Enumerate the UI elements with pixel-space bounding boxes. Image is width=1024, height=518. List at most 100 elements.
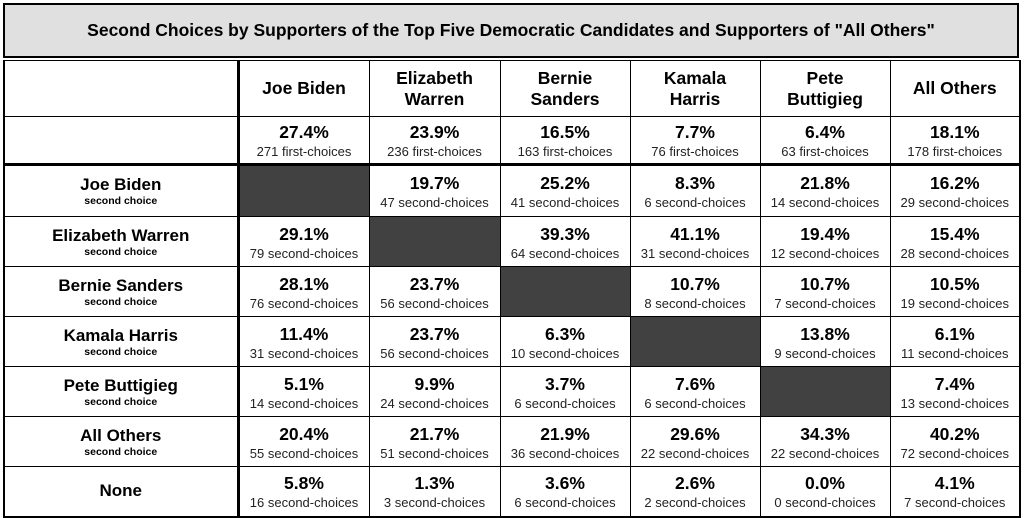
data-cell: 7.4% 13 second-choices: [889, 366, 1021, 417]
second-choice-table: Joe Biden Elizabeth Warren Bernie Sanders K…: [3, 60, 1021, 518]
second-choice-pct: 2.6%: [675, 473, 715, 494]
data-cell: 19.7% 47 second-choices: [368, 163, 501, 217]
blocked-cell: [368, 216, 501, 267]
header-row: Joe Biden Elizabeth Warren Bernie Sanders K…: [3, 60, 1021, 117]
data-cell: 5.1% 14 second-choices: [237, 366, 370, 417]
data-cell: 4.1% 7 second-choices: [889, 466, 1021, 518]
column-name: Elizabeth Warren: [396, 67, 473, 109]
column-name: Bernie Sanders: [530, 67, 600, 109]
second-choice-pct: 23.7%: [409, 273, 460, 294]
second-choice-pct: 11.4%: [279, 323, 329, 344]
second-choice-pct: 21.7%: [409, 423, 460, 444]
second-choice-pct: 19.7%: [409, 173, 460, 193]
second-choice-pct: 39.3%: [540, 223, 590, 244]
second-choice-count: 6 second-choices: [514, 495, 616, 511]
row-subtitle: second choice: [84, 295, 158, 308]
first-choice-count: 236 first-choices: [387, 144, 482, 159]
second-choice-pct: 4.1%: [934, 473, 975, 494]
second-choice-count: 76 second-choices: [249, 295, 359, 311]
row-header-none: None: [3, 466, 240, 518]
data-cell: 6.1% 11 second-choices: [889, 316, 1021, 367]
second-choice-count: 55 second-choices: [249, 445, 359, 461]
second-choice-pct: 29.1%: [279, 223, 329, 244]
second-choice-count: 11 second-choices: [901, 345, 1009, 361]
second-choice-pct: 20.4%: [279, 423, 329, 444]
second-choice-count: 29 second-choices: [900, 195, 1009, 210]
row-header-pete-buttigieg: Pete Buttigieg second choice: [3, 366, 240, 417]
data-cell: 8.3% 6 second-choices: [629, 163, 761, 217]
data-cell: 3.6% 6 second-choices: [499, 466, 631, 518]
first-choice-cell: 6.4% 63 first-choices: [759, 116, 891, 165]
row-name: Pete Buttigieg: [63, 375, 178, 395]
second-choice-pct: 34.3%: [800, 423, 850, 444]
column-name: Joe Biden: [262, 78, 346, 98]
first-choice-cell: 16.5% 163 first-choices: [499, 116, 631, 165]
second-choice-count: 24 second-choices: [380, 395, 489, 411]
row-header-elizabeth-warren: Elizabeth Warren second choice: [3, 216, 240, 267]
row-subtitle: second choice: [84, 445, 158, 458]
blocked-cell: [629, 316, 761, 367]
second-choice-count: 3 second-choices: [383, 495, 486, 511]
second-choice-count: 28 second-choices: [900, 245, 1009, 261]
column-header-kamala-harris: Kamala Harris: [629, 60, 761, 117]
second-choice-pct: 19.4%: [800, 223, 850, 244]
column-header-elizabeth-warren: Elizabeth Warren: [368, 60, 501, 117]
data-cell: 10.5% 19 second-choices: [889, 266, 1021, 317]
row-all-others: All Others second choice 20.4% 55 second-ch…: [3, 416, 1021, 467]
second-choice-pct: 9.9%: [414, 373, 455, 394]
second-choice-count: 0 second-choices: [774, 495, 876, 511]
blocked-cell: [237, 163, 370, 217]
row-name: Bernie Sanders: [58, 275, 184, 295]
second-choice-pct: 28.1%: [279, 273, 329, 294]
data-cell: 29.6% 22 second-choices: [629, 416, 761, 467]
second-choice-pct: 23.7%: [409, 323, 460, 344]
second-choice-pct: 7.6%: [675, 373, 715, 394]
second-choice-pct: 16.2%: [929, 173, 980, 193]
row-subtitle: second choice: [84, 395, 158, 408]
second-choice-count: 72 second-choices: [900, 445, 1009, 461]
first-choice-count: 163 first-choices: [517, 144, 613, 159]
row-subtitle: second choice: [84, 345, 158, 358]
row-header-all-others: All Others second choice: [3, 416, 240, 467]
blocked-cell: [499, 266, 631, 317]
second-choice-count: 56 second-choices: [380, 295, 489, 311]
first-choice-cell: 23.9% 236 first-choices: [368, 116, 501, 165]
second-choice-pct: 8.3%: [675, 173, 715, 193]
second-choice-count: 79 second-choices: [249, 245, 359, 261]
second-choice-pct: 7.4%: [934, 373, 975, 394]
second-choice-count: 2 second-choices: [644, 495, 746, 511]
second-choice-pct: 10.7%: [800, 273, 850, 294]
data-cell: 19.4% 12 second-choices: [759, 216, 891, 267]
second-choice-count: 64 second-choices: [510, 245, 620, 261]
second-choice-count: 14 second-choices: [249, 395, 359, 411]
second-choice-count: 6 second-choices: [644, 395, 746, 411]
second-choice-count: 22 second-choices: [640, 445, 750, 461]
data-cell: 23.7% 56 second-choices: [368, 316, 501, 367]
chart-title: Second Choices by Supporters of the Top …: [3, 3, 1019, 58]
second-choice-pct: 25.2%: [540, 173, 590, 193]
column-name: Pete Buttigieg: [787, 67, 863, 109]
row-header-kamala-harris: Kamala Harris second choice: [3, 316, 240, 367]
second-choice-pct: 5.8%: [284, 473, 324, 494]
first-choice-count: 271 first-choices: [256, 144, 352, 159]
first-choice-count: 63 first-choices: [781, 144, 869, 159]
data-cell: 6.3% 10 second-choices: [499, 316, 631, 367]
second-choice-count: 47 second-choices: [380, 195, 489, 210]
first-choice-pct: 27.4%: [279, 122, 329, 142]
second-choice-count: 19 second-choices: [900, 295, 1009, 311]
second-choice-pct: 0.0%: [805, 473, 845, 494]
data-cell: 9.9% 24 second-choices: [368, 366, 501, 417]
second-choice-count: 6 second-choices: [644, 195, 746, 210]
row-subtitle: second choice: [84, 195, 158, 207]
first-choice-pct: 18.1%: [929, 122, 980, 142]
second-choice-pct: 1.3%: [414, 473, 455, 494]
second-choice-count: 56 second-choices: [380, 345, 489, 361]
second-choice-pct: 3.7%: [545, 373, 585, 394]
second-choice-count: 6 second-choices: [514, 395, 616, 411]
first-choice-count: 76 first-choices: [651, 144, 739, 159]
data-cell: 1.3% 3 second-choices: [368, 466, 501, 518]
row-name: Joe Biden: [80, 175, 162, 194]
second-choice-pct: 10.7%: [670, 273, 720, 294]
second-choice-pct: 3.6%: [545, 473, 585, 494]
